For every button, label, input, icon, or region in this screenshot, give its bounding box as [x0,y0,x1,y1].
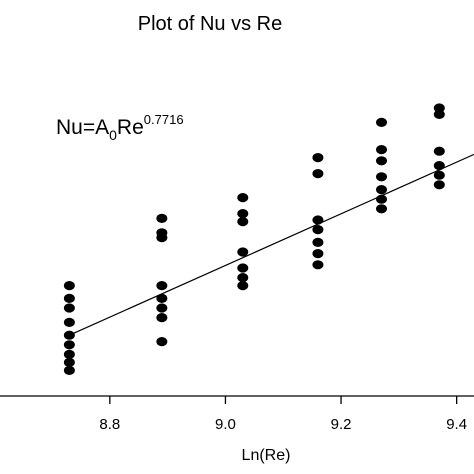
data-point [376,156,388,166]
data-point [156,337,168,347]
data-point [376,185,388,195]
fit-line [69,153,474,336]
data-point [433,146,445,156]
data-point [312,215,324,225]
data-point [433,180,445,190]
data-point [63,365,75,375]
data-point [312,169,324,179]
data-point [63,349,75,359]
x-tick-label: 9.2 [331,416,352,433]
x-tick-label: 9.0 [215,416,236,433]
data-point [63,357,75,367]
data-point [63,330,75,340]
equation-base: Nu=A [56,116,109,139]
data-point [376,204,388,214]
x-tick-label: 8.8 [99,416,120,433]
data-point [312,260,324,270]
equation-superscript: 0.7716 [144,112,184,127]
data-point [237,217,249,227]
data-point [312,153,324,163]
data-point [376,145,388,155]
data-point [433,170,445,180]
equation-subscript: 0 [109,127,117,143]
plot-area [63,103,474,375]
data-point [237,263,249,273]
data-point [237,247,249,257]
chart-title: Plot of Nu vs Re [138,13,283,35]
data-point [312,237,324,247]
x-tick-label: 9.4 [446,416,467,433]
data-point [63,317,75,327]
data-point [237,209,249,219]
data-point [156,293,168,303]
x-axis-ticks: 8.8 9.0 9.2 9.4 [99,396,467,433]
data-point [312,249,324,259]
data-point [156,303,168,313]
data-point [376,172,388,182]
data-point [376,117,388,127]
data-point [433,161,445,171]
data-point [156,213,168,223]
data-point [63,303,75,313]
data-point [156,281,168,291]
data-point [63,340,75,350]
x-axis-label: Ln(Re) [242,447,291,464]
data-point [156,233,168,243]
data-point [312,225,324,235]
data-point [376,194,388,204]
data-point [63,293,75,303]
data-point [433,103,445,113]
equation-mid: Re [117,116,144,139]
data-point [156,313,168,323]
data-point [237,281,249,291]
data-point [237,273,249,283]
fit-equation-label: Nu=A0Re0.7716 [56,112,184,143]
data-point [433,109,445,119]
data-point [63,281,75,291]
data-point [237,193,249,203]
